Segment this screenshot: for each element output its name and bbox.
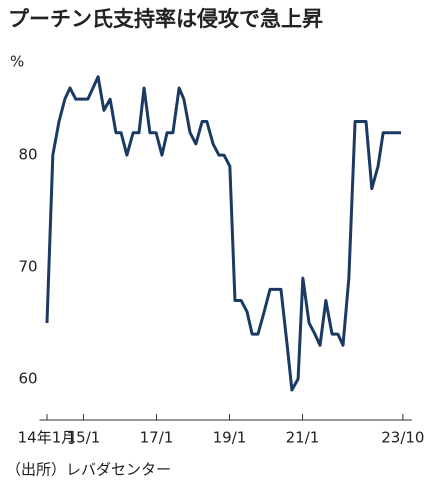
x-tick-label: 19/1 [213,429,247,447]
source: （出所）レバダセンター [6,461,171,479]
x-tick-label: 14年1月 [18,429,77,447]
chart-title: プーチン氏支持率は侵攻で急上昇 [8,7,323,31]
y-tick-label: 80 [18,146,37,164]
x-tick-label: 17/1 [140,429,174,447]
y-axis-label: % [10,53,24,71]
x-tick-label: 23/10 [381,429,424,447]
x-tick-label: 15/1 [67,429,101,447]
y-tick-label: 60 [18,369,37,387]
line-series [45,75,402,392]
x-tick-label: 21/1 [286,429,320,447]
y-tick-label: 70 [18,257,37,275]
